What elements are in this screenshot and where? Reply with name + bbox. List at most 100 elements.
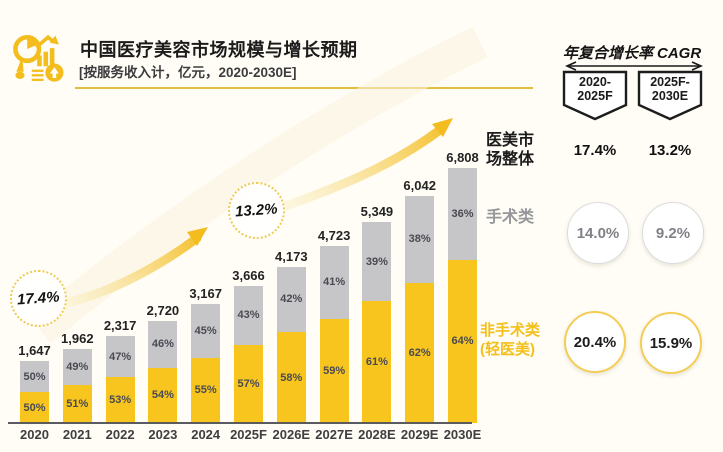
surgical-pct-2021: 49% (66, 361, 89, 374)
non-surgical-pct-2028E: 61% (365, 355, 388, 368)
surgical-pct-2029E: 38% (408, 233, 431, 246)
non-surgical-pct-2030E: 64% (451, 335, 474, 348)
surgical-segment-2027E: 41% (319, 245, 349, 319)
non-surgical-segment-2027E: 59% (319, 318, 349, 423)
bar-2021: 1,962 49% 51% (61, 331, 94, 423)
overall-cagr-2020-2025: 17.4% (573, 142, 617, 159)
legend-surgical: 手术类 (486, 209, 535, 226)
x-tick-2020: 2020 (20, 427, 49, 442)
non-surgical-segment-2021: 51% (62, 385, 92, 423)
period-line1: 2020- (579, 75, 611, 89)
x-tick-2027E: 2027E (315, 427, 353, 442)
bar-2030E: 6,808 36% 64% (446, 150, 479, 423)
surgical-pct-2020: 50% (23, 370, 46, 383)
cagr-annotation-2020-2025: 17.4% (10, 270, 67, 327)
bar-total-2020: 1,647 (18, 343, 51, 359)
page-subtitle: [按服务收入计，亿元，2020-2030E] (79, 65, 297, 80)
surgical-segment-2025F: 43% (234, 285, 263, 345)
non-surgical-pct-2026E: 58% (280, 371, 303, 384)
non-surgical-pct-2021: 51% (66, 398, 89, 411)
bar-total-2021: 1,962 (61, 331, 94, 347)
bar-total-2027E: 4,723 (317, 227, 351, 243)
non-surgical-cagr-2020-2025: 20.4% (564, 311, 626, 373)
x-tick-2029E: 2029E (400, 427, 439, 442)
surgical-pct-2026E: 42% (280, 293, 303, 306)
bar-total-2023: 2,720 (146, 303, 180, 318)
growth-arrow-left-icon (61, 227, 208, 308)
surgical-segment-2029E: 38% (405, 196, 435, 283)
non-surgical-pct-2029E: 62% (408, 346, 431, 359)
surgical-pct-2030E: 36% (451, 207, 474, 220)
non-surgical-pct-2020: 50% (23, 401, 46, 414)
bar-2027E: 4,723 41% 59% (318, 228, 350, 423)
bar-2020: 1,647 50% 50% (18, 343, 51, 423)
period-line2: 2025F (577, 89, 613, 104)
x-tick-2023: 2023 (148, 427, 178, 442)
surgical-segment-2028E: 39% (362, 222, 392, 301)
range-arrow-icon (565, 61, 703, 71)
x-tick-2028E: 2028E (358, 427, 396, 442)
surgical-pct-2023: 46% (151, 338, 174, 351)
bar-total-2028E: 5,349 (360, 204, 394, 220)
bar-total-2029E: 6,042 (403, 178, 436, 194)
legend-non-surgical: 非手术类 (轻医美) (480, 322, 541, 358)
x-tick-2024: 2024 (191, 427, 221, 442)
surgical-segment-2030E: 36% (448, 167, 477, 260)
non-surgical-segment-2025F: 57% (234, 344, 263, 423)
non-surgical-segment-2020: 50% (20, 392, 49, 423)
bar-2022: 2,317 47% 53% (104, 318, 136, 423)
bar-total-2026E: 4,173 (275, 248, 308, 264)
surgical-pct-2027E: 41% (323, 276, 346, 289)
non-surgical-segment-2026E: 58% (276, 332, 306, 423)
surgical-pct-2028E: 39% (365, 255, 388, 268)
bar-2023: 2,720 46% 54% (147, 303, 179, 423)
x-tick-2030E: 2030E (443, 427, 482, 442)
surgical-segment-2026E: 42% (276, 266, 306, 333)
x-tick-2025F: 2025F (230, 427, 267, 442)
non-surgical-pct-2022: 53% (109, 393, 132, 406)
bar-total-2025F: 3,666 (232, 267, 265, 283)
period-line2: 2030E (651, 89, 689, 104)
legend-overall-market: 医美市 场整体 (486, 132, 535, 169)
header-divider (75, 87, 533, 89)
x-tick-2026E: 2026E (272, 427, 311, 442)
cagr-annotation-label: 13.2% (234, 200, 279, 221)
bar-total-2024: 3,167 (189, 286, 222, 302)
surgical-pct-2022: 47% (109, 350, 132, 363)
x-tick-2022: 2022 (105, 427, 135, 442)
bar-2025F: 3,666 43% 57% (232, 268, 265, 423)
x-axis-line (8, 422, 472, 424)
surgical-segment-2020: 50% (20, 361, 49, 393)
surgical-cagr-2025-2030: 9.2% (642, 202, 704, 264)
surgical-pct-2024: 45% (194, 324, 217, 337)
non-surgical-segment-2028E: 61% (362, 300, 392, 423)
non-surgical-pct-2023: 54% (151, 389, 174, 402)
non-surgical-segment-2022: 53% (105, 376, 135, 423)
non-surgical-pct-2024: 55% (194, 384, 217, 397)
period-banner-2020-2025: 2020- 2025F (562, 70, 628, 122)
bar-total-2030E: 6,808 (446, 149, 479, 165)
non-surgical-cagr-2025-2030: 15.9% (640, 312, 702, 374)
surgical-cagr-2020-2025: 14.0% (567, 202, 629, 264)
growth-arrow-right-icon (278, 118, 453, 212)
non-surgical-segment-2030E: 64% (448, 259, 477, 423)
non-surgical-segment-2029E: 62% (405, 282, 435, 423)
period-banner-2025-2030: 2025F- 2030E (637, 70, 703, 122)
surgical-segment-2024: 45% (191, 304, 221, 358)
cagr-annotation-label: 17.4% (16, 288, 61, 309)
cagr-annotation-2025-2030: 13.2% (228, 182, 285, 239)
bar-total-2022: 2,317 (103, 318, 137, 334)
chart-magnifier-icon (13, 34, 64, 82)
bar-2029E: 6,042 38% 62% (403, 178, 436, 423)
non-surgical-segment-2024: 55% (191, 357, 221, 423)
page-title: 中国医疗美容市场规模与增长预期 (80, 40, 358, 60)
cagr-panel-title: 年复合增长率 CAGR (562, 45, 702, 62)
bar-2028E: 5,349 39% 61% (361, 204, 393, 423)
bar-2024: 3,167 45% 55% (189, 286, 222, 423)
non-surgical-segment-2023: 54% (148, 367, 178, 423)
surgical-segment-2022: 47% (105, 336, 135, 377)
x-tick-2021: 2021 (62, 427, 92, 442)
period-line1: 2025F- (650, 75, 690, 89)
surgical-segment-2023: 46% (148, 321, 178, 368)
